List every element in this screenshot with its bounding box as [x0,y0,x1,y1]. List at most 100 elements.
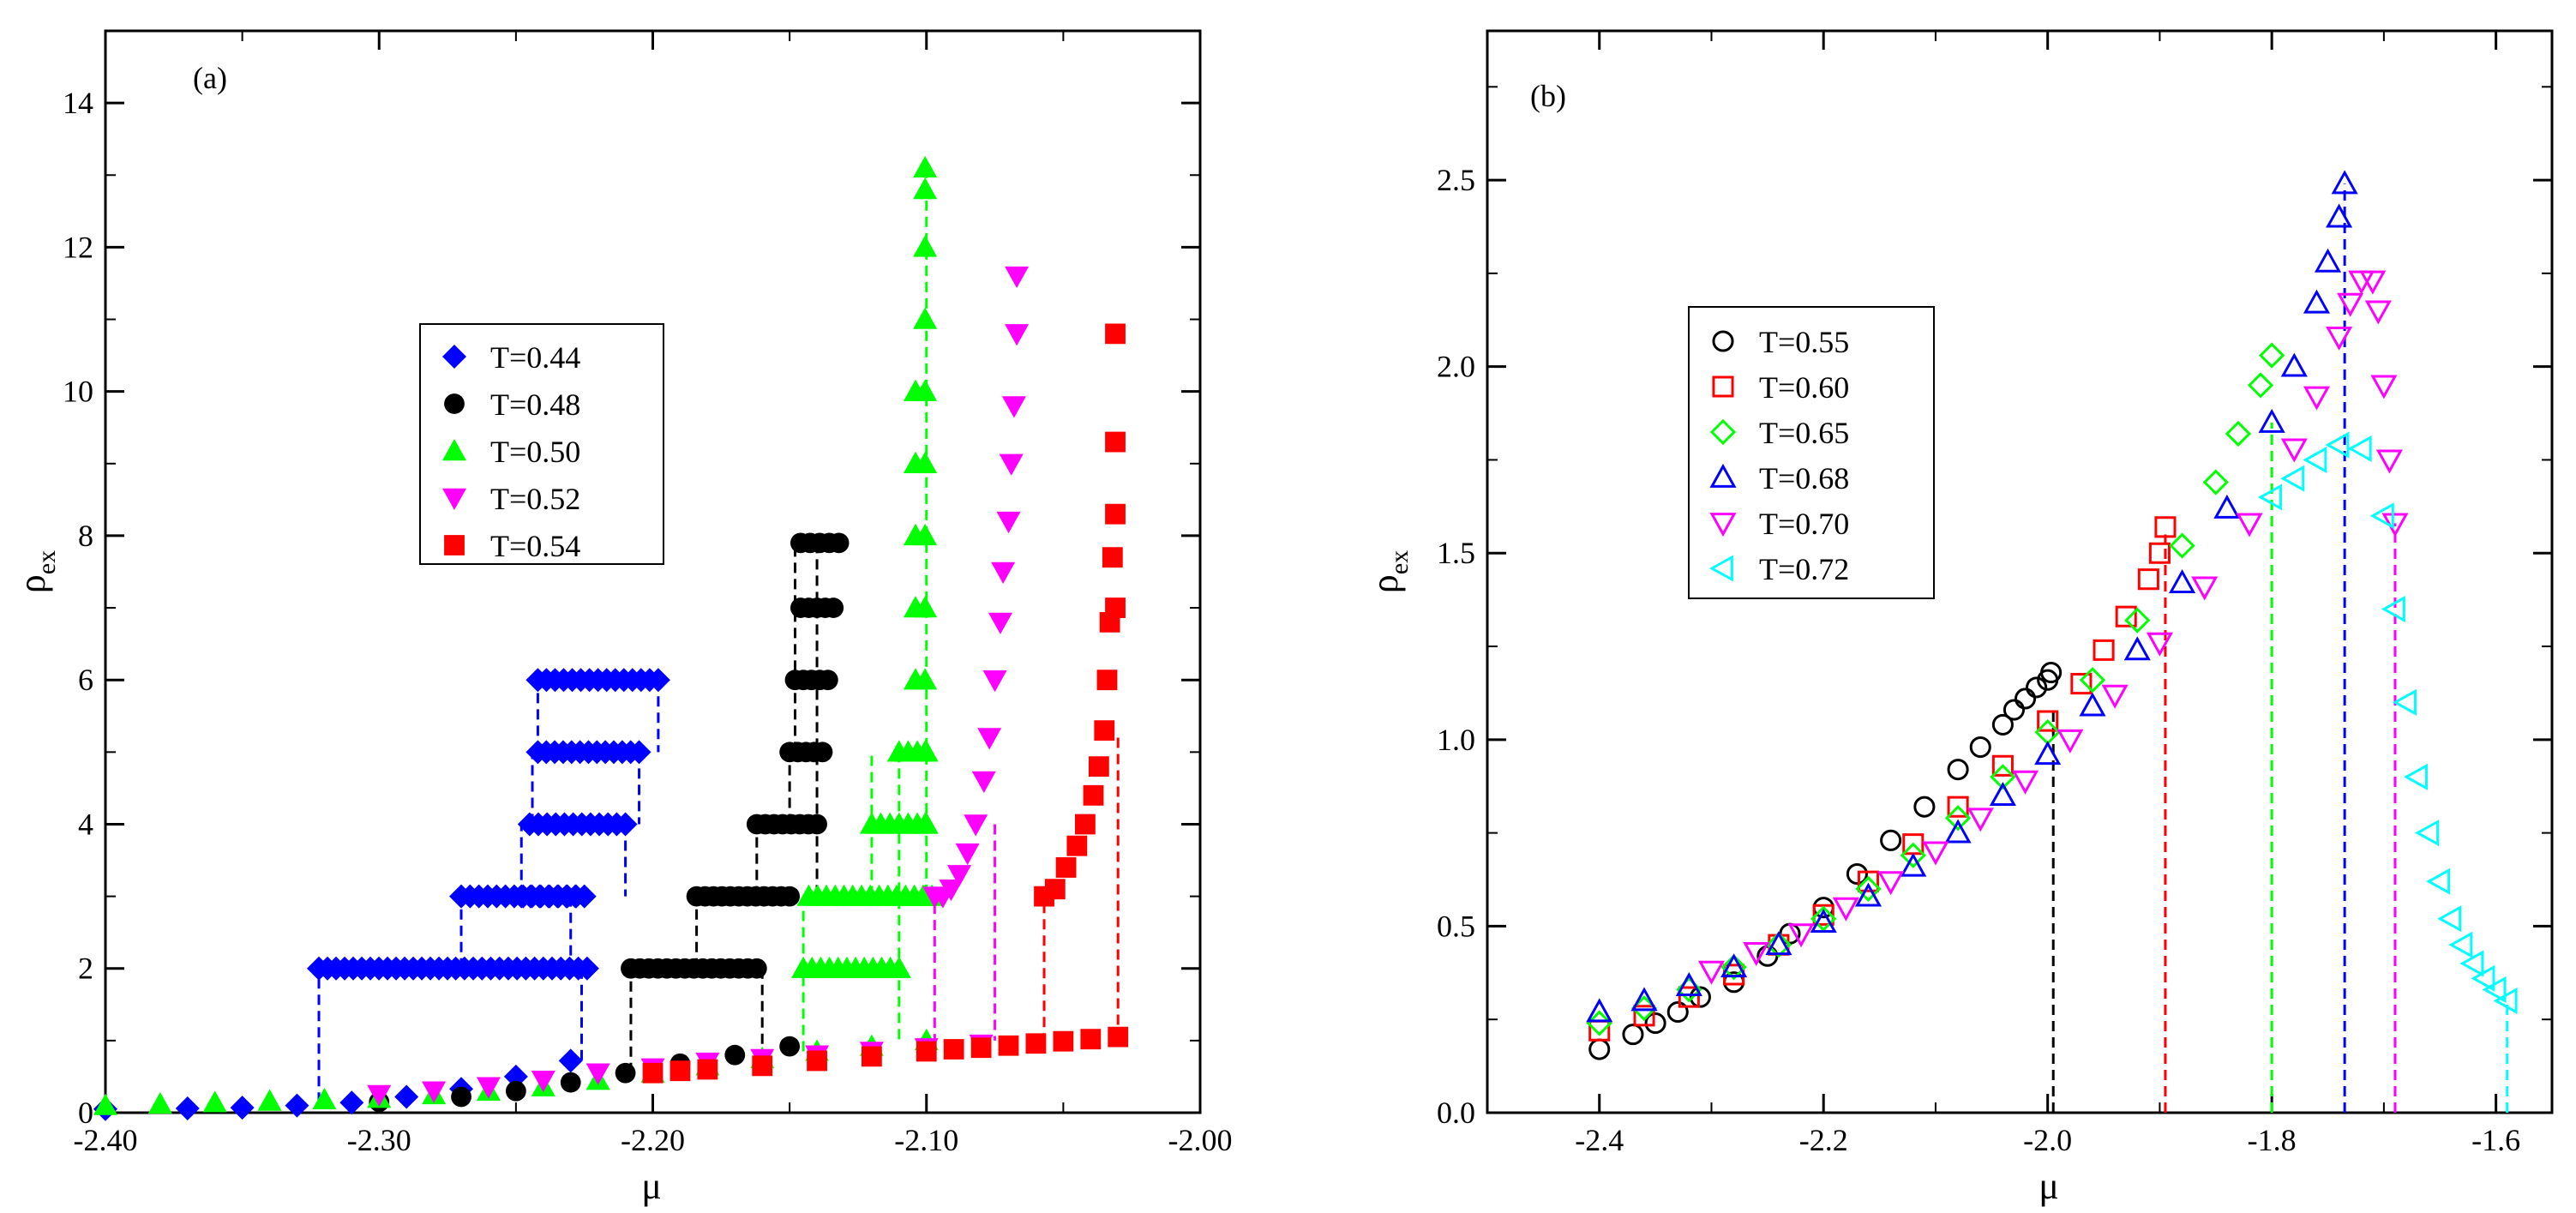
legend-label: T=0.55 [1759,325,1849,359]
data-point [505,1080,526,1102]
legend-marker [1712,375,1734,398]
data-point [2213,494,2241,519]
data-point [779,886,801,907]
data-point [1990,764,2016,790]
y-tick-label: 6 [78,663,93,697]
data-point [147,1091,172,1114]
panel-b-ylabel: ρex [1364,550,1414,593]
data-point [982,670,1007,693]
series-T=0.72 [2258,431,2518,1014]
y-tick-label: 0.0 [1437,1096,1475,1130]
x-tick-label: -2.10 [894,1123,958,1157]
data-point [2482,976,2507,1003]
data-point [202,1090,227,1113]
data-point [2115,605,2137,628]
data-point [916,1041,937,1062]
data-point [2014,688,2037,710]
data-point [2381,595,2405,623]
data-point [913,740,938,762]
panel-b: -2.4 -2.2 -2.0 -1.8 -1.6 0.0 0.5 1.0 1.5 2.0 2.5 (… [1364,29,2554,1207]
x-tick-label: -2.30 [347,1123,411,1157]
data-point [2259,342,2285,369]
y-tick-label: 2 [78,952,93,986]
panel-b-plot-area [1586,170,2518,1113]
data-point [746,958,767,979]
data-point [2348,270,2375,295]
data-point [531,1070,555,1093]
data-point [913,177,938,200]
series-T=0.55 [1588,661,2063,1060]
panel-b-xlabel: μ [2039,1165,2059,1207]
data-point [585,1063,610,1085]
data-point [2026,676,2048,699]
data-point [2370,375,2398,399]
data-point [2404,763,2429,790]
data-point [2225,420,2252,447]
legend-label: T=0.70 [1759,507,1849,541]
data-point [476,1077,501,1099]
data-point [913,307,938,329]
data-point [1094,720,1115,741]
y-tick-label: 2.5 [1437,163,1475,197]
data-point [2070,673,2093,695]
data-point [2011,770,2039,795]
panel-a-tag: (a) [193,61,227,95]
data-point [2034,719,2061,746]
data-point [2415,820,2440,847]
data-point [807,1050,827,1072]
data-point [862,1046,882,1067]
panel-a-legend: T=0.44 T=0.48 T=0.50 T=0.52 T=0.54 [419,323,664,565]
data-point [1967,808,1994,832]
panel-b-ticks: -2.4 -2.2 -2.0 -1.8 -1.6 0.0 0.5 1.0 1.5 2.0 2.5 [1437,31,2552,1157]
data-point [903,379,928,401]
y-tick-label: 0.5 [1437,909,1475,943]
legend-marker [1712,330,1734,352]
data-point [670,1060,691,1082]
data-point [2280,465,2305,492]
panel-b-legend: T=0.55 T=0.60 T=0.65 T=0.68 T=0.70 T=0.72 [1688,306,1935,599]
data-point [2040,661,2063,684]
data-point [2148,542,2171,564]
data-point [2331,170,2358,195]
data-point [817,670,838,691]
legend-marker [442,439,466,461]
data-point [812,742,833,763]
data-point [947,865,972,887]
data-point [1088,756,1109,778]
data-point [943,1039,964,1060]
data-point [1105,503,1126,525]
panel-a-ylabel-sub: ex [33,550,61,574]
data-point [2258,408,2285,433]
data-point [2359,270,2387,295]
legend-label: T=0.68 [1759,461,1849,495]
data-point [971,771,996,793]
legend-marker [442,488,466,510]
data-point [977,728,1002,750]
y-tick-label: 12 [63,230,93,264]
data-point [1588,1019,1611,1042]
data-point [1697,960,1726,985]
data-point [1689,986,1711,1008]
series-T=0.65 [1586,342,2285,1036]
data-point [2079,692,2106,717]
data-point [1877,871,1905,896]
data-point [2426,868,2451,895]
data-point [1810,908,1837,933]
data-point [2314,248,2342,273]
data-point [503,1064,528,1089]
data-point [642,1062,664,1084]
data-point [903,668,928,690]
series-T=0.70 [1697,270,2409,985]
panel-b-tag: (b) [1530,79,1566,113]
legend-marker [1708,555,1733,582]
data-point [2303,446,2327,473]
data-point [939,879,964,902]
y-tick-label: 14 [63,86,93,120]
data-point [1723,964,1745,986]
x-tick-label: -2.4 [1575,1123,1624,1157]
data-point [823,597,844,618]
data-point [1005,324,1030,346]
data-point [1630,987,1658,1012]
x-tick-label: -2.00 [1168,1123,1233,1157]
data-point [903,451,928,473]
